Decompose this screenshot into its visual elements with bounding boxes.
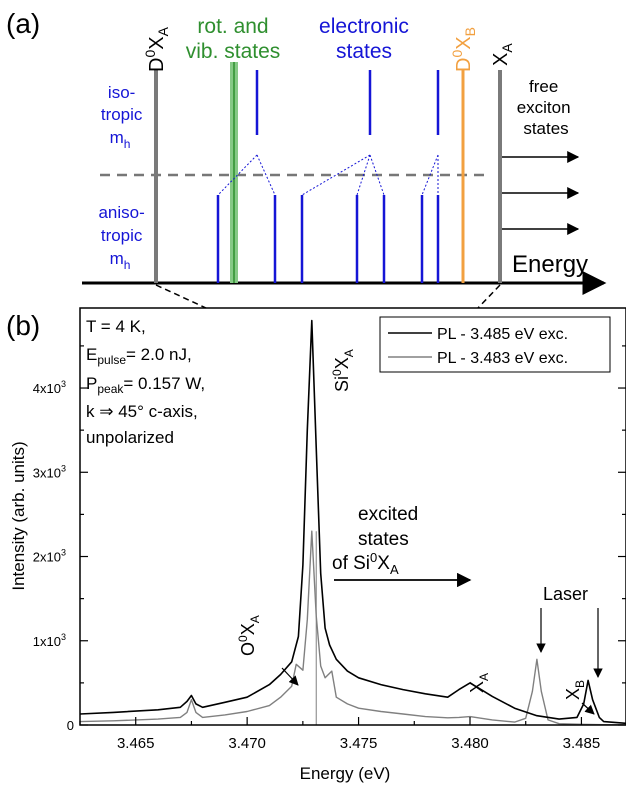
excited-states-annotation: excited states of Si0XA (332, 504, 418, 577)
free-exciton-label: free exciton states (517, 77, 576, 138)
d0xa-label: D0XA (142, 26, 171, 72)
legend-box (379, 316, 611, 373)
condition-temperature: T = 4 K, (86, 317, 146, 336)
energy-axis-label: Energy (512, 251, 588, 278)
xa-label: XA (490, 43, 515, 66)
x-axis-title: Energy (eV) (300, 764, 391, 783)
laser-label: Laser (543, 584, 588, 604)
svg-text:states: states (358, 529, 409, 550)
connector-left (155, 284, 207, 309)
peak-label-xa: XA (467, 673, 491, 693)
peak-arrow-o0xa (281, 667, 299, 686)
condition-polarization: unpolarized (86, 428, 174, 447)
x-tick-label: 3.480 (451, 735, 489, 752)
legend: PL - 3.485 eV exc. PL - 3.483 eV exc. (379, 316, 611, 373)
legend-label-2: PL - 3.483 eV exc. (437, 350, 568, 367)
legend-label-1: PL - 3.485 eV exc. (437, 326, 568, 343)
x-tick-label: 3.475 (340, 735, 378, 752)
electronic-label-2: states (336, 40, 392, 63)
anisotropic-label: aniso- tropic mh (98, 203, 149, 272)
svg-text:excited: excited (358, 504, 418, 525)
series-line-1 (79, 319, 626, 725)
condition-power: Ppeak= 0.157 W, (86, 374, 205, 396)
panel-b-tag: (b) (6, 310, 40, 341)
peak-label-o0xa: O0XA (236, 615, 262, 656)
peak-label-xb: XB (563, 680, 587, 700)
panel-a: (a) Energy D0XA rot. and vib. states ele… (6, 8, 607, 309)
isotropic-lines (255, 70, 440, 135)
y-axis-title: Intensity (arb. units) (9, 441, 28, 590)
peak-label-si0xa: Si0XA (330, 349, 356, 392)
panel-a-tag: (a) (6, 8, 40, 39)
rot-label-2: vib. states (186, 40, 281, 63)
isotropic-label: iso- tropic mh (101, 83, 147, 151)
y-tick-label: 2x103 (33, 548, 66, 565)
conditions-text: T = 4 K, Epulse= 2.0 nJ, Ppeak= 0.157 W,… (86, 317, 205, 447)
condition-energy: Epulse= 2.0 nJ, (86, 345, 192, 367)
rot-label-1: rot. and (197, 15, 268, 38)
y-tick-label: 3x103 (33, 463, 66, 480)
splitting-lines (217, 154, 439, 196)
y-tick-label: 0 (67, 718, 74, 733)
plot-axes: 3.465 3.470 3.475 3.480 3.485 0 1x103 2x103 3x10… (33, 345, 626, 752)
plot-frame (79, 307, 626, 726)
panel-b: (b) 3.465 3.470 3.475 3.480 3.485 0 1x103 2x103… (6, 307, 626, 783)
condition-k: k ⇒ 45° c-axis, (86, 402, 198, 421)
x-tick-label: 3.465 (117, 735, 155, 752)
svg-text:of Si0XA: of Si0XA (332, 550, 399, 577)
x-tick-label: 3.485 (563, 735, 601, 752)
series-line-2 (79, 530, 626, 726)
peak-arrow-xb (581, 702, 595, 715)
y-tick-label: 4x103 (33, 379, 66, 396)
free-exciton-arrows (502, 151, 580, 235)
electronic-label-1: electronic (319, 15, 409, 38)
d0xb-label: D0XB (449, 27, 478, 72)
anisotropic-lines (216, 195, 440, 283)
connector-right (477, 284, 501, 309)
x-tick-label: 3.470 (228, 735, 266, 752)
y-tick-label: 1x103 (33, 632, 66, 649)
plot-series (79, 319, 626, 726)
